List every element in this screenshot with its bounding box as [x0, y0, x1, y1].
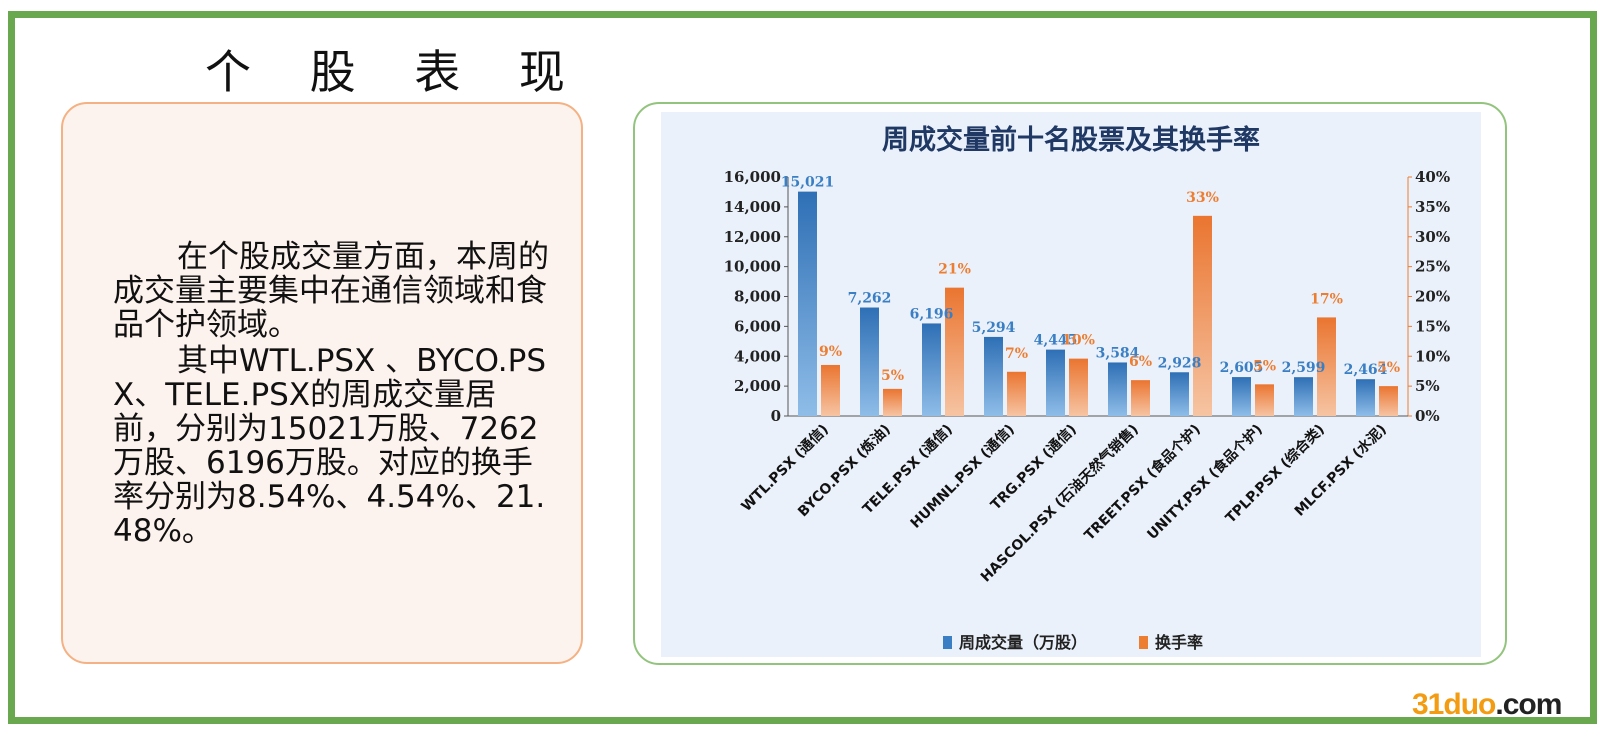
turnover-data-label: 5%: [881, 368, 904, 384]
chart-legend: 周成交量（万股） 换手率: [943, 633, 1203, 652]
watermark-part1: 31duo: [1412, 688, 1496, 721]
volume-data-label: 4,445: [1034, 333, 1078, 349]
left-tick-label: 4,000: [734, 347, 781, 365]
legend-swatch-turnover: [1139, 636, 1148, 649]
left-tick-label: 12,000: [724, 228, 781, 246]
left-tick-label: 8,000: [734, 288, 781, 306]
volume-bar: [1294, 377, 1313, 416]
turnover-bar: [1069, 358, 1088, 416]
left-tick-label: 2,000: [734, 377, 781, 395]
turnover-data-label: 17%: [1310, 291, 1343, 307]
page-title: 个 股 表 现: [205, 45, 587, 99]
volume-data-label: 2,928: [1158, 355, 1202, 371]
summary-paragraph-2: 其中WTL.PSX 、BYCO.PSX、TELE.PSX的周成交量居前，分别为1…: [113, 343, 547, 549]
volume-data-label: 6,196: [910, 306, 954, 322]
volume-data-label: 2,464: [1344, 362, 1388, 378]
watermark-part2: .com: [1495, 688, 1562, 721]
volume-bar: [1232, 377, 1251, 416]
category-label: TPLP.PSX (综合类): [1222, 421, 1328, 527]
volume-data-label: 5,294: [972, 320, 1016, 336]
left-tick-label: 0: [771, 407, 781, 425]
chart-svg: 周成交量前十名股票及其换手率 0 2,000 4,000 6,000 8,000 10,0…: [724, 124, 1451, 652]
chart-data-labels: 15,021 9% 7,262 5% 6,196 21% 5,294 7% 4,44510%3,…: [781, 175, 1400, 384]
text-panel: 在个股成交量方面，本周的成交量主要集中在通信领域和食品个护领域。 其中WTL.P…: [61, 102, 583, 664]
right-tick-label: 35%: [1415, 198, 1450, 216]
right-tick-label: 30%: [1415, 228, 1450, 246]
volume-bar: [922, 323, 941, 416]
chart-category-labels: WTL.PSX (通信)BYCO.PSX (炼油)TELE.PSX (通信)HU…: [738, 421, 1390, 586]
volume-data-label: 7,262: [848, 291, 892, 307]
category-label: UNITY.PSX (食品个护): [1144, 421, 1266, 543]
right-tick-label: 5%: [1415, 377, 1440, 395]
turnover-data-label: 21%: [938, 262, 971, 278]
right-tick-label: 15%: [1415, 317, 1450, 335]
turnover-data-label: 6%: [1129, 354, 1152, 370]
turnover-data-label: 33%: [1186, 190, 1219, 206]
volume-data-label: 2,599: [1282, 360, 1326, 376]
turnover-bar: [1255, 384, 1274, 416]
right-tick-label: 0%: [1415, 407, 1440, 425]
category-label: HUMNL.PSX (通信): [907, 421, 1018, 532]
watermark-logo: 31duo.com: [1412, 688, 1562, 722]
category-label: TREET.PSX (食品个护): [1081, 421, 1204, 544]
legend-label-turnover: 换手率: [1155, 633, 1203, 652]
left-tick-label: 6,000: [734, 317, 781, 335]
right-tick-label: 25%: [1415, 258, 1450, 276]
turnover-bar: [1193, 215, 1212, 416]
volume-data-label: 3,584: [1096, 345, 1140, 361]
volume-bar: [1046, 349, 1065, 416]
volume-bar: [1108, 362, 1127, 416]
volume-bar: [1170, 372, 1189, 416]
legend-swatch-volume: [943, 636, 952, 649]
turnover-data-label: 5%: [1377, 360, 1400, 376]
turnover-data-label: 7%: [1005, 346, 1028, 362]
turnover-bar: [821, 364, 840, 416]
turnover-data-label: 10%: [1062, 333, 1095, 349]
chart-bars: [798, 191, 1398, 416]
summary-paragraph-1: 在个股成交量方面，本周的成交量主要集中在通信领域和食品个护领域。: [113, 239, 549, 343]
volume-bar: [860, 307, 879, 416]
right-tick-label: 40%: [1415, 168, 1450, 186]
turnover-bar: [1379, 386, 1398, 416]
left-tick-label: 14,000: [724, 198, 781, 216]
chart-axes: 02,0004,0006,0008,00010,00012,00014,0001…: [724, 168, 1451, 425]
turnover-bar: [1007, 371, 1026, 416]
chart-area: 周成交量前十名股票及其换手率 0 2,000 4,000 6,000 8,000 10,0…: [661, 112, 1481, 657]
turnover-bar: [883, 388, 902, 416]
right-tick-label: 20%: [1415, 288, 1450, 306]
turnover-data-label: 9%: [819, 344, 842, 360]
turnover-bar: [1131, 380, 1150, 416]
right-tick-label: 10%: [1415, 347, 1450, 365]
turnover-bar: [1317, 317, 1336, 416]
turnover-data-label: 5%: [1253, 358, 1276, 374]
turnover-bar: [945, 287, 964, 416]
volume-bar: [798, 191, 817, 416]
volume-data-label: 2,605: [1220, 360, 1264, 376]
volume-bar: [1356, 379, 1375, 416]
left-tick-label: 10,000: [724, 258, 781, 276]
volume-bar: [984, 336, 1003, 416]
chart-title: 周成交量前十名股票及其换手率: [882, 124, 1260, 156]
legend-label-volume: 周成交量（万股）: [959, 633, 1087, 652]
left-tick-label: 16,000: [724, 168, 781, 186]
volume-data-label: 15,021: [781, 175, 835, 191]
